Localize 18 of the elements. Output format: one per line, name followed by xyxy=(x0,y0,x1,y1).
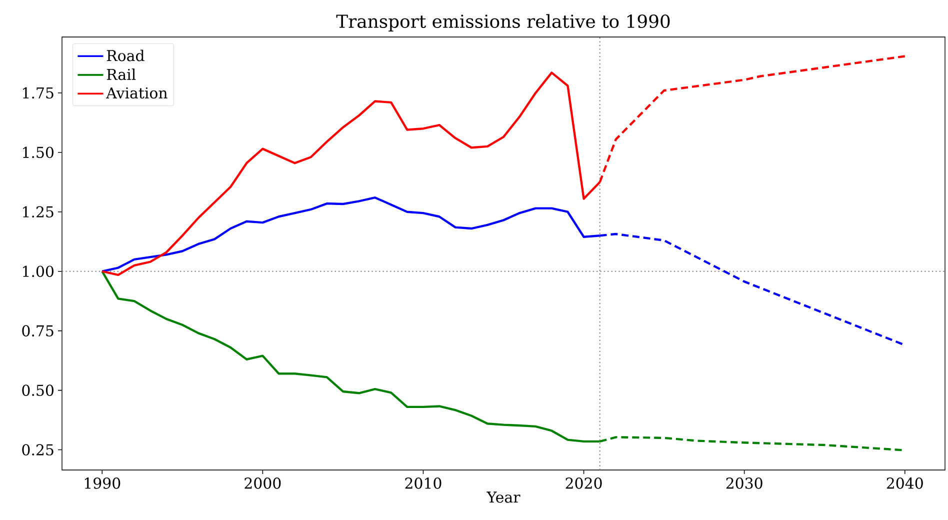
legend-label: Aviation xyxy=(106,87,168,99)
x-tick-label: 2030 xyxy=(726,478,762,489)
x-tick-label: 2020 xyxy=(566,478,602,489)
y-tick-label: 1.00 xyxy=(23,266,54,277)
legend-label: Rail xyxy=(106,68,136,80)
x-tick-label: 2040 xyxy=(886,478,923,489)
y-tick-label: 0.25 xyxy=(22,444,54,456)
y-tick-label: 0.75 xyxy=(22,325,54,336)
x-tick-label: 1990 xyxy=(84,478,120,489)
y-tick-label: 0.50 xyxy=(22,384,54,396)
chart-title: Transport emissions relative to 1990 xyxy=(336,14,670,32)
y-tick-label: 1.25 xyxy=(23,206,54,218)
x-tick-label: 2010 xyxy=(405,478,442,489)
y-tick-label: 1.75 xyxy=(23,87,54,99)
y-tick-label: 1.50 xyxy=(23,146,54,158)
x-tick-label: 2000 xyxy=(244,478,281,489)
x-axis-title: Year xyxy=(486,492,520,503)
legend-label: Road xyxy=(106,50,144,62)
